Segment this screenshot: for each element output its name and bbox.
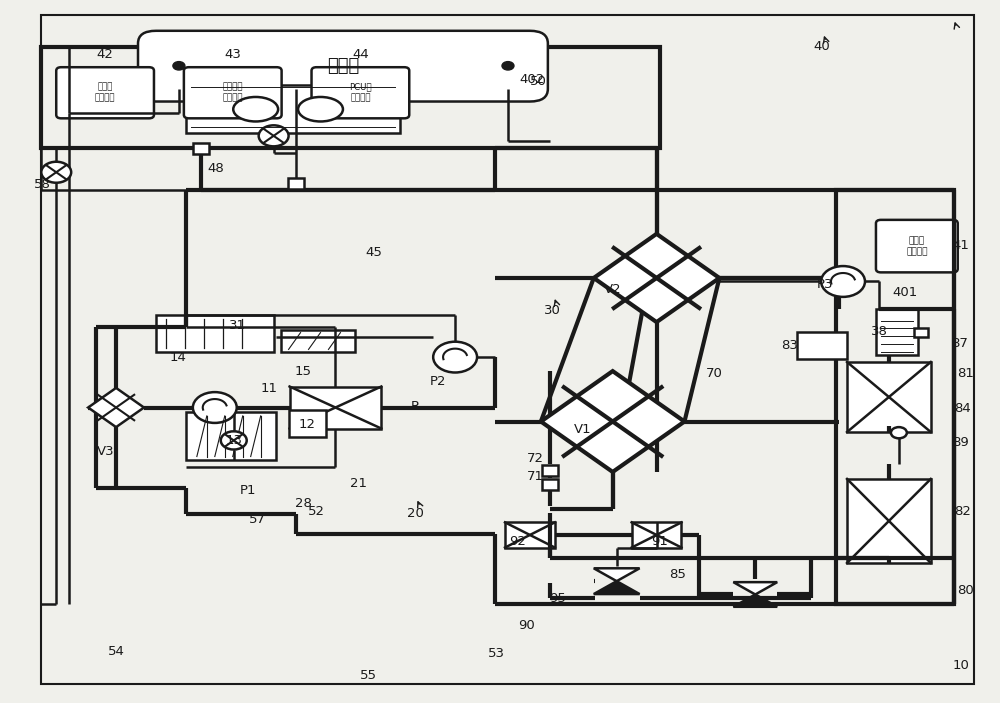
Text: R: R: [411, 399, 420, 413]
Text: 14: 14: [169, 351, 186, 363]
Text: 87: 87: [951, 337, 968, 349]
Polygon shape: [88, 388, 144, 427]
Bar: [542, 465, 558, 476]
Text: 92: 92: [510, 536, 526, 548]
Text: 40: 40: [814, 39, 830, 53]
Text: 10: 10: [952, 659, 969, 671]
Text: 膨脹罐: 膨脹罐: [327, 57, 360, 75]
Text: 71: 71: [526, 470, 543, 483]
Text: 44: 44: [352, 48, 369, 61]
Text: 50: 50: [529, 75, 546, 88]
Text: 13: 13: [225, 434, 242, 447]
Text: 57: 57: [249, 513, 266, 526]
Text: V1: V1: [574, 423, 592, 437]
Ellipse shape: [233, 97, 278, 122]
Text: 91: 91: [651, 536, 668, 548]
Bar: [288, 178, 304, 189]
Text: 58: 58: [34, 179, 51, 191]
Text: 21: 21: [350, 477, 367, 490]
Text: 逆変器用
熱交換器: 逆変器用 熱交換器: [222, 83, 243, 102]
FancyBboxPatch shape: [184, 67, 282, 118]
Text: 電池用
熱交換器: 電池用 熱交換器: [906, 237, 928, 256]
Bar: [290, 387, 381, 429]
Text: 20: 20: [407, 508, 424, 520]
Circle shape: [821, 266, 865, 297]
FancyBboxPatch shape: [138, 31, 548, 101]
Bar: [632, 522, 681, 548]
Polygon shape: [594, 234, 719, 322]
Text: 52: 52: [308, 505, 325, 517]
Circle shape: [891, 427, 907, 439]
Circle shape: [173, 62, 185, 70]
Circle shape: [259, 125, 289, 146]
Bar: [289, 411, 326, 437]
Polygon shape: [733, 595, 777, 607]
Text: 31: 31: [229, 319, 246, 332]
Bar: [914, 328, 928, 337]
Text: 89: 89: [952, 436, 969, 449]
Text: 81: 81: [957, 367, 974, 380]
Text: 12: 12: [299, 418, 316, 431]
FancyBboxPatch shape: [56, 67, 154, 118]
Text: 84: 84: [954, 402, 971, 415]
Text: 55: 55: [360, 669, 377, 681]
Text: 45: 45: [365, 246, 382, 259]
Bar: [836, 191, 954, 604]
Text: 85: 85: [669, 567, 686, 581]
Text: 70: 70: [706, 367, 723, 380]
Polygon shape: [541, 371, 684, 472]
Text: V2: V2: [604, 283, 621, 297]
Circle shape: [41, 162, 71, 183]
Bar: [186, 413, 276, 460]
Text: 402: 402: [519, 73, 545, 86]
Circle shape: [193, 392, 237, 423]
Text: PCU用
熱交換器: PCU用 熱交換器: [349, 83, 372, 102]
Circle shape: [433, 342, 477, 373]
Text: V3: V3: [97, 445, 115, 458]
Text: P2: P2: [430, 375, 446, 388]
Bar: [505, 522, 555, 548]
Circle shape: [502, 62, 514, 70]
Text: 83: 83: [781, 340, 798, 352]
Bar: [876, 309, 918, 355]
Bar: [847, 362, 931, 432]
Text: P3: P3: [817, 278, 833, 292]
Text: 42: 42: [97, 48, 114, 61]
Bar: [542, 479, 558, 490]
Text: 11: 11: [260, 382, 277, 395]
Bar: [186, 86, 400, 133]
Text: 43: 43: [224, 48, 241, 61]
Text: 30: 30: [544, 304, 561, 317]
Text: 82: 82: [954, 505, 971, 517]
Bar: [281, 330, 355, 352]
FancyBboxPatch shape: [312, 67, 409, 118]
Text: 95: 95: [549, 592, 566, 605]
Text: 28: 28: [295, 497, 312, 510]
Text: 401: 401: [892, 286, 917, 299]
Text: 80: 80: [957, 584, 974, 598]
Text: 72: 72: [526, 452, 543, 465]
Text: 41: 41: [952, 238, 969, 252]
Polygon shape: [594, 568, 640, 581]
Text: 15: 15: [295, 365, 312, 378]
Text: 38: 38: [871, 325, 887, 338]
Text: 48: 48: [207, 162, 224, 174]
Bar: [193, 143, 209, 154]
Bar: [847, 479, 931, 563]
Polygon shape: [594, 581, 640, 594]
Text: 53: 53: [488, 647, 505, 661]
Ellipse shape: [298, 97, 343, 122]
Text: 54: 54: [108, 645, 125, 658]
Bar: [797, 332, 847, 359]
Bar: [156, 315, 274, 352]
Polygon shape: [733, 582, 777, 595]
Bar: [41, 47, 660, 148]
Text: P1: P1: [239, 484, 256, 496]
Circle shape: [221, 432, 247, 449]
Text: 90: 90: [519, 619, 535, 633]
Text: 馬達用
熱交換器: 馬達用 熱交換器: [95, 83, 115, 102]
FancyBboxPatch shape: [876, 220, 958, 272]
